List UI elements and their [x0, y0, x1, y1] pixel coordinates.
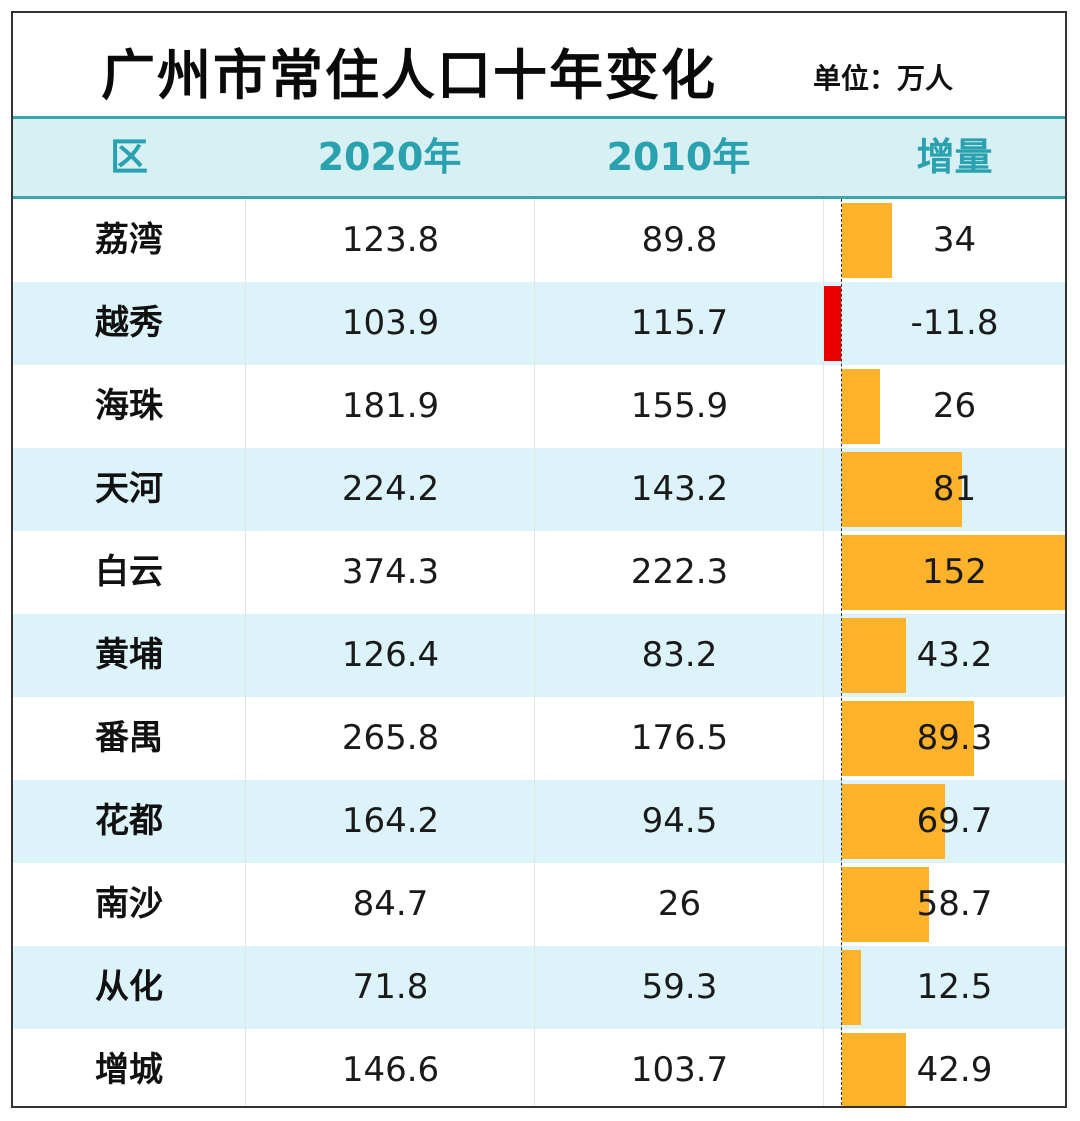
negative-bar-area	[823, 614, 842, 697]
population-2020: 181.9	[245, 365, 535, 448]
population-2020: 103.9	[245, 282, 535, 365]
population-2010: 94.5	[534, 780, 824, 863]
population-2010: 176.5	[534, 697, 824, 780]
table-row: 增城 146.6 103.7 42.9	[13, 1029, 1065, 1106]
negative-bar-area	[823, 282, 842, 365]
positive-data-bar	[842, 452, 962, 527]
table-row: 海珠 181.9 155.9 26	[13, 365, 1065, 448]
district-name: 天河	[95, 469, 163, 509]
column-header-district: 区	[109, 135, 148, 179]
increase-value: 26	[932, 386, 977, 426]
increase-value: 58.7	[916, 884, 993, 924]
data-bar-axis	[841, 199, 842, 1106]
district-name: 花都	[95, 801, 163, 841]
population-2010: 83.2	[534, 614, 824, 697]
population-2010: 155.9	[534, 365, 824, 448]
positive-data-bar	[842, 203, 892, 278]
negative-bar-area	[823, 365, 842, 448]
negative-bar-area	[823, 780, 842, 863]
population-2020: 123.8	[245, 199, 535, 282]
table-row: 从化 71.8 59.3 12.5	[13, 946, 1065, 1029]
positive-data-bar	[842, 867, 929, 942]
population-2020: 374.3	[245, 531, 535, 614]
table-row: 越秀 103.9 115.7 -11.8	[13, 282, 1065, 365]
table-row: 天河 224.2 143.2 81	[13, 448, 1065, 531]
district-name: 荔湾	[95, 220, 163, 260]
column-header-increase: 增量	[916, 135, 993, 179]
district-name: 越秀	[95, 303, 163, 343]
title-row: 广州市常住人口十年变化 单位：万人	[13, 13, 1065, 116]
positive-data-bar	[842, 1033, 906, 1106]
increase-value: 43.2	[916, 635, 993, 675]
increase-value: 12.5	[916, 967, 993, 1007]
increase-value: 42.9	[916, 1050, 993, 1090]
district-name: 增城	[95, 1050, 163, 1090]
increase-value: 89.3	[916, 718, 993, 758]
district-name: 番禺	[95, 718, 163, 758]
negative-bar-area	[823, 697, 842, 780]
positive-data-bar	[842, 369, 880, 444]
increase-value: 152	[922, 552, 987, 592]
table-body: 荔湾 123.8 89.8 34 越秀 103.9 115.7 -11.8 海珠 181.9 155…	[13, 199, 1065, 1106]
negative-bar-area	[823, 199, 842, 282]
population-2010: 143.2	[534, 448, 824, 531]
increase-value: 81	[932, 469, 977, 509]
district-name: 黄埔	[95, 635, 163, 675]
negative-bar-area	[823, 946, 842, 1029]
district-name: 海珠	[95, 386, 163, 426]
population-2010: 26	[534, 863, 824, 946]
population-2020: 164.2	[245, 780, 535, 863]
population-table-frame: 广州市常住人口十年变化 单位：万人 区 2020年 2010年 增量 荔湾 123…	[11, 11, 1067, 1108]
district-name: 白云	[95, 552, 163, 592]
population-2020: 84.7	[245, 863, 535, 946]
population-2010: 222.3	[534, 531, 824, 614]
table-row: 番禺 265.8 176.5 89.3	[13, 697, 1065, 780]
positive-data-bar	[842, 618, 906, 693]
population-2020: 126.4	[245, 614, 535, 697]
increase-value: 34	[932, 220, 977, 260]
population-2010: 103.7	[534, 1029, 824, 1106]
population-2020: 71.8	[245, 946, 535, 1029]
positive-data-bar	[842, 784, 945, 859]
negative-bar-area	[823, 1029, 842, 1106]
table-row: 南沙 84.7 26 58.7	[13, 863, 1065, 946]
positive-data-bar	[842, 701, 974, 776]
district-name: 南沙	[95, 884, 163, 924]
column-header-2020: 2020年	[317, 135, 462, 179]
table-row: 黄埔 126.4 83.2 43.2	[13, 614, 1065, 697]
table-row: 荔湾 123.8 89.8 34	[13, 199, 1065, 282]
population-2020: 224.2	[245, 448, 535, 531]
table-row: 白云 374.3 222.3 152	[13, 531, 1065, 614]
positive-data-bar	[842, 535, 1065, 610]
table-header: 区 2020年 2010年 增量	[13, 116, 1065, 199]
population-2010: 59.3	[534, 946, 824, 1029]
population-2020: 146.6	[245, 1029, 535, 1106]
negative-bar-area	[823, 863, 842, 946]
negative-bar-area	[823, 448, 842, 531]
positive-data-bar	[842, 950, 861, 1025]
population-2010: 115.7	[534, 282, 824, 365]
unit-label: 单位：万人	[813, 62, 954, 95]
table-row: 花都 164.2 94.5 69.7	[13, 780, 1065, 863]
column-header-2010: 2010年	[606, 135, 751, 179]
page-title: 广州市常住人口十年变化	[101, 44, 717, 107]
negative-bar-area	[823, 531, 842, 614]
increase-value: -11.8	[910, 303, 999, 343]
increase-value: 69.7	[916, 801, 993, 841]
population-2020: 265.8	[245, 697, 535, 780]
population-2010: 89.8	[534, 199, 824, 282]
district-name: 从化	[95, 967, 163, 1007]
negative-data-bar	[824, 286, 841, 361]
